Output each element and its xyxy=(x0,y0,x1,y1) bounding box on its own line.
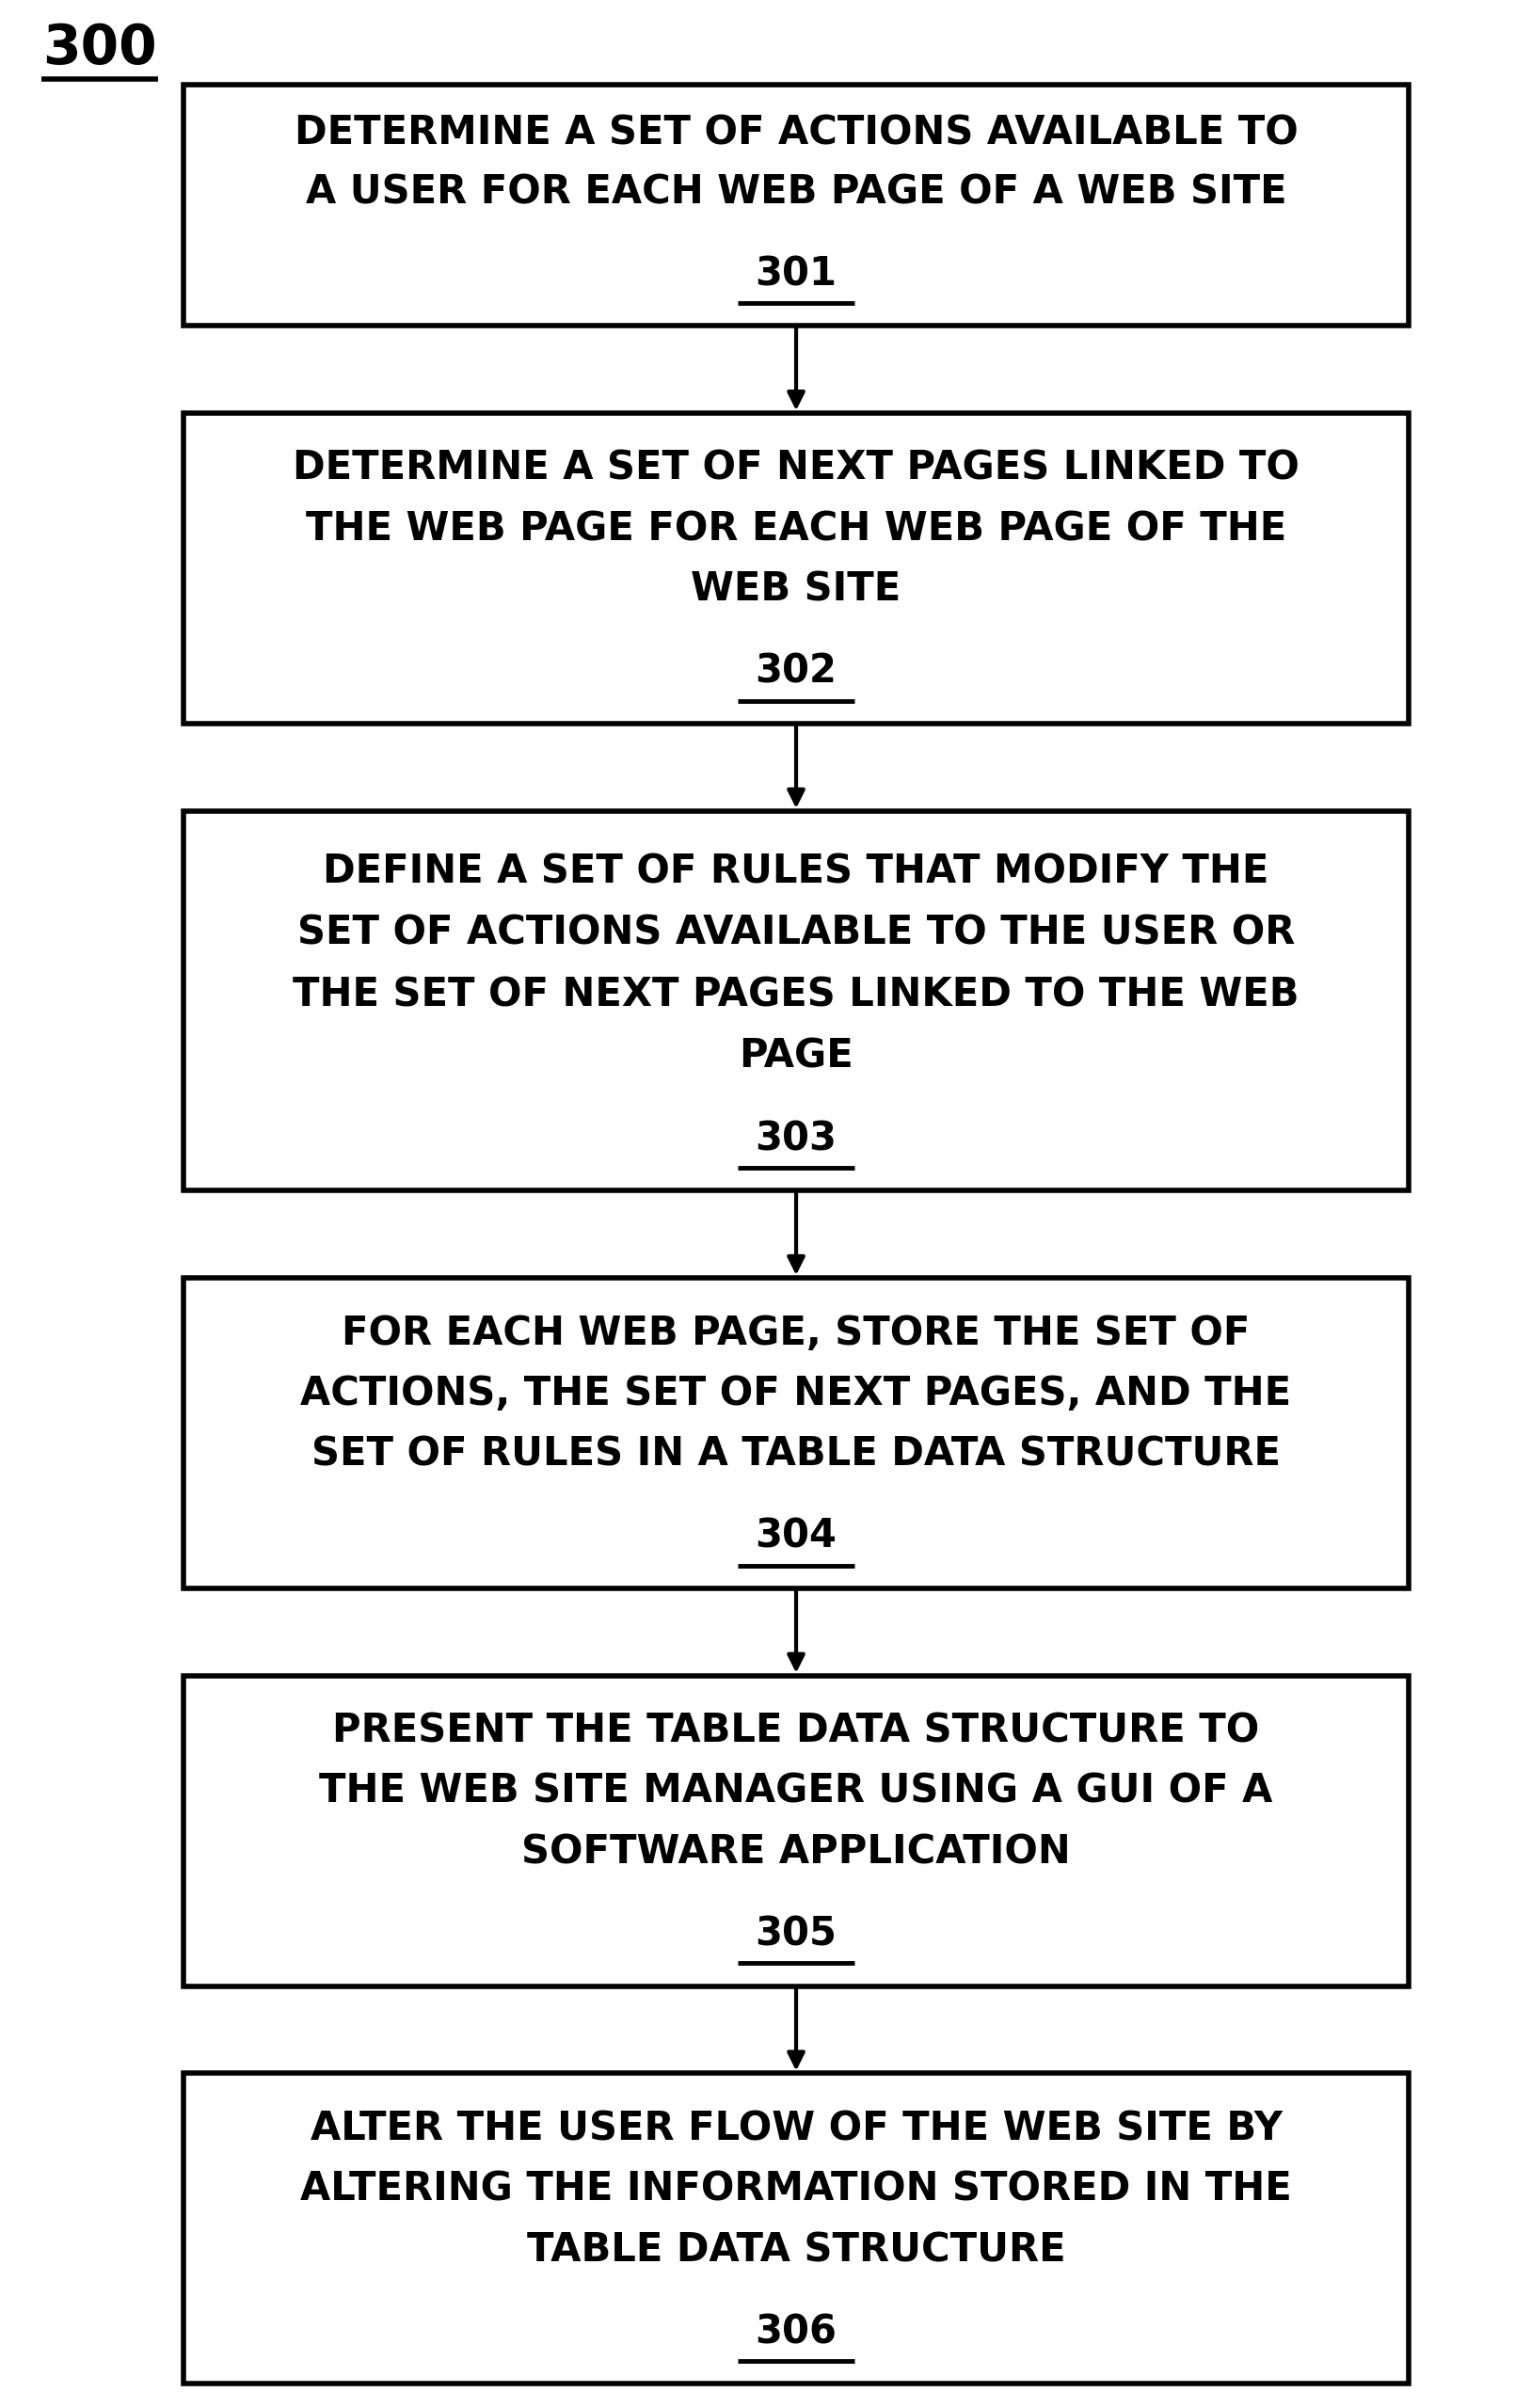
Text: THE SET OF NEXT PAGES LINKED TO THE WEB: THE SET OF NEXT PAGES LINKED TO THE WEB xyxy=(292,975,1300,1014)
Bar xyxy=(184,414,1409,722)
Bar xyxy=(184,811,1409,1190)
Text: DEFINE A SET OF RULES THAT MODIFY THE: DEFINE A SET OF RULES THAT MODIFY THE xyxy=(323,852,1269,891)
Text: SET OF RULES IN A TABLE DATA STRUCTURE: SET OF RULES IN A TABLE DATA STRUCTURE xyxy=(311,1435,1281,1474)
Text: PRESENT THE TABLE DATA STRUCTURE TO: PRESENT THE TABLE DATA STRUCTURE TO xyxy=(332,1712,1260,1751)
Text: WEB SITE: WEB SITE xyxy=(690,571,902,609)
Text: THE WEB PAGE FOR EACH WEB PAGE OF THE: THE WEB PAGE FOR EACH WEB PAGE OF THE xyxy=(306,508,1286,549)
Text: PAGE: PAGE xyxy=(739,1035,853,1076)
Text: ALTER THE USER FLOW OF THE WEB SITE BY: ALTER THE USER FLOW OF THE WEB SITE BY xyxy=(311,2109,1281,2148)
Text: 303: 303 xyxy=(755,1120,837,1158)
Text: 304: 304 xyxy=(755,1517,837,1556)
Bar xyxy=(184,84,1409,325)
Text: FOR EACH WEB PAGE, STORE THE SET OF: FOR EACH WEB PAGE, STORE THE SET OF xyxy=(341,1312,1251,1353)
Text: ALTERING THE INFORMATION STORED IN THE: ALTERING THE INFORMATION STORED IN THE xyxy=(300,2170,1292,2208)
Bar xyxy=(184,1279,1409,1589)
Text: DETERMINE A SET OF ACTIONS AVAILABLE TO: DETERMINE A SET OF ACTIONS AVAILABLE TO xyxy=(294,113,1298,154)
Text: 305: 305 xyxy=(755,1914,837,1955)
Text: ACTIONS, THE SET OF NEXT PAGES, AND THE: ACTIONS, THE SET OF NEXT PAGES, AND THE xyxy=(300,1375,1292,1413)
Text: A USER FOR EACH WEB PAGE OF A WEB SITE: A USER FOR EACH WEB PAGE OF A WEB SITE xyxy=(306,173,1286,212)
Text: SET OF ACTIONS AVAILABLE TO THE USER OR: SET OF ACTIONS AVAILABLE TO THE USER OR xyxy=(297,913,1295,954)
Text: 301: 301 xyxy=(755,255,837,294)
Text: DETERMINE A SET OF NEXT PAGES LINKED TO: DETERMINE A SET OF NEXT PAGES LINKED TO xyxy=(292,448,1300,489)
Text: 300: 300 xyxy=(43,22,156,75)
Text: THE WEB SITE MANAGER USING A GUI OF A: THE WEB SITE MANAGER USING A GUI OF A xyxy=(320,1772,1272,1811)
Text: SOFTWARE APPLICATION: SOFTWARE APPLICATION xyxy=(522,1832,1070,1871)
Text: 306: 306 xyxy=(755,2312,837,2353)
Text: TABLE DATA STRUCTURE: TABLE DATA STRUCTURE xyxy=(527,2230,1066,2271)
Bar xyxy=(184,1676,1409,1987)
Bar xyxy=(184,2073,1409,2384)
Text: 302: 302 xyxy=(755,653,837,691)
